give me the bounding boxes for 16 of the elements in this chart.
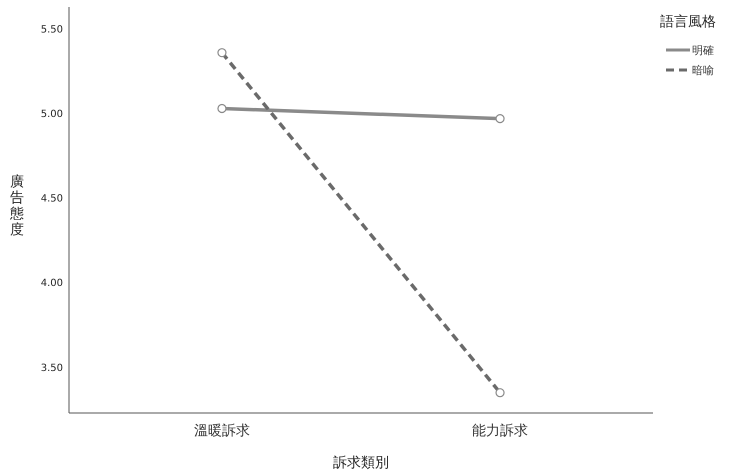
y-tick-label: 4.00 xyxy=(40,278,63,290)
point xyxy=(217,104,227,114)
point xyxy=(217,48,227,58)
x-axis-title: 訴求類別 xyxy=(333,455,389,471)
legend-title: 語言風格 xyxy=(660,14,716,30)
y-axis-title: 廣告態度 xyxy=(9,174,24,238)
point xyxy=(495,388,505,398)
y-tick-label: 4.50 xyxy=(40,194,63,205)
x-tick-label: 溫暖訴求 xyxy=(194,423,250,439)
x-tick-label: 能力訴求 xyxy=(472,423,528,439)
legend-label: 暗喻 xyxy=(692,64,714,77)
legend-label: 明確 xyxy=(692,44,714,57)
point xyxy=(495,114,505,124)
y-tick-label: 3.50 xyxy=(40,362,63,374)
y-tick-label: 5.50 xyxy=(40,24,63,36)
y-tick-label: 5.00 xyxy=(40,109,63,120)
